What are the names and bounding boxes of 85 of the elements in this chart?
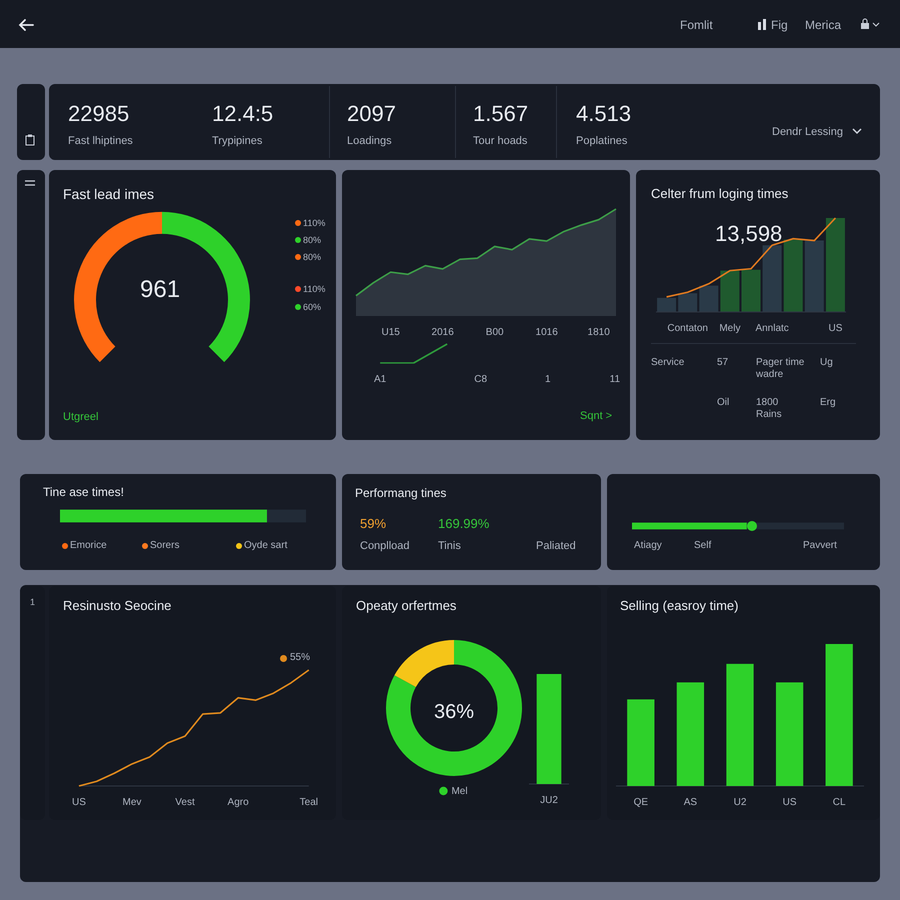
x-tick-label: B00 [486,326,504,338]
text: Dendr Lessing [772,126,843,139]
text: Conplload [360,540,410,553]
text: Sqnt > [580,410,612,423]
text: 1800 Rains [756,397,783,420]
bar [776,682,804,786]
text: 169.99% [438,516,490,532]
text: Oil [717,397,730,408]
x-tick-label: US [72,796,86,808]
x-tick-label: JU2 [540,794,558,806]
text: Pager time wadre [756,357,806,380]
bar [826,644,853,786]
text: Fast lhiptines [68,135,133,148]
text: 110% [303,218,326,228]
text: Utgreel [63,411,98,424]
x-tick-label: Annlatc [755,322,789,334]
x-tick-label: QE [634,796,648,808]
text: 57 [717,357,728,368]
text: Trypipines [212,135,262,148]
bar [784,240,803,312]
text: Atiagy [634,540,662,552]
x-tick-label: Contaton [667,322,708,334]
text: Self [694,540,712,552]
text: Ug [820,357,833,368]
bar [742,270,760,312]
bar [676,682,704,786]
text: 80% [303,235,322,246]
chart-title: Resinusto Seocine [63,598,172,613]
x-tick-label: U2 [734,796,747,808]
text: Poplatines [576,135,628,148]
x-tick-label: C8 [474,374,488,385]
text: Tour hoads [473,135,528,148]
text: Sorers [150,540,180,552]
chart-title: Tine ase times! [43,485,124,499]
text: Fomlit [680,18,713,33]
text: 60% [303,302,322,312]
text: Pavvert [803,540,837,552]
text: Merica [805,18,842,33]
x-tick-label: U15 [381,326,400,338]
text: 961 [140,276,180,304]
x-tick-label: 1810 [588,326,610,338]
text: Paliated [536,540,576,553]
x-tick-label: 1 [544,374,551,385]
x-tick-label: Mely [719,322,740,334]
legend-label: Mel [451,786,468,797]
text: Tinis [438,540,461,553]
x-tick-label: US [782,796,797,808]
text: Performang tines [355,486,446,500]
text: Emorice [70,540,107,552]
chart-title: Celter frum loging times [651,186,788,201]
text: 22985 [68,101,130,126]
legend-label: 55% [290,652,310,664]
text: 80% [303,252,322,262]
x-tick-label: CL [832,796,846,808]
x-tick-label: Vest [175,796,195,808]
x-tick-label: 2016 [432,326,454,338]
text: 1 [30,597,36,608]
bar [720,270,740,312]
x-tick-label: A1 [374,374,387,385]
text: Loadings [347,135,392,148]
x-tick-label: Agro [228,796,250,808]
chart-title: Fast lead imes [63,186,154,202]
x-tick-label: 1016 [536,326,558,338]
text: Fig [771,18,788,33]
text: 12.4:5 [212,101,274,126]
x-tick-label: Mev [122,796,142,808]
bar [826,218,845,312]
x-tick-label: 11 [610,374,620,385]
text: 59% [360,516,386,532]
text: 1.567 [473,101,528,126]
x-tick-label: AS [684,796,698,808]
text: 36% [434,701,474,724]
text: 4.513 [576,101,632,126]
annotation: 13,598 [715,221,782,246]
chart-title: Opeaty orfertmes [356,598,456,613]
text: 110% [303,284,326,294]
bar [726,664,754,786]
x-tick-label: US [828,322,843,334]
bar [627,699,654,786]
text: Service [651,357,684,368]
text: 2097 [347,101,396,126]
text: Oyde sart [244,540,288,552]
text: Erg [820,397,836,408]
chart-title: Selling (easroy time) [620,598,738,613]
x-tick-label: Teal [300,796,318,808]
